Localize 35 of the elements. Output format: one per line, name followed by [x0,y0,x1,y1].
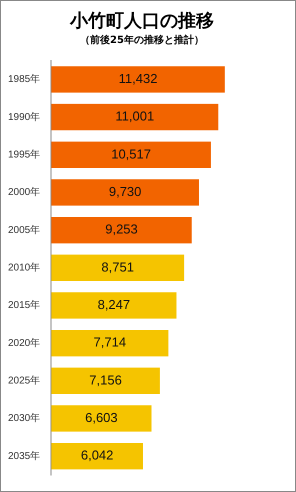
y-tick-label: 2020年 [8,336,40,349]
data-label: 11,432 [118,71,158,86]
chart-title: 小竹町人口の推移 [69,10,214,32]
chart-subtitle: （前後25年の推移と推計） [80,34,204,46]
y-tick-label: 2030年 [8,412,40,424]
y-tick-label: 2025年 [8,374,40,387]
y-tick-label: 2010年 [8,262,40,274]
y-tick-label: 1995年 [8,148,40,161]
bar [51,442,143,470]
data-label: 9,730 [108,184,142,200]
data-label: 6,042 [80,448,114,463]
data-label: 6,603 [85,410,118,426]
bar [51,179,199,206]
bar [51,104,218,130]
y-tick-label: 2035年 [8,450,40,462]
data-label: 9,253 [105,222,138,237]
bar [51,216,192,244]
data-label: 8,751 [101,259,134,274]
y-tick-label: 2005年 [8,224,40,236]
bar [51,292,176,319]
bar [51,66,225,93]
bar [51,142,211,168]
bar [51,330,168,356]
data-label: 8,247 [98,297,130,312]
data-label: 7,714 [94,334,126,350]
data-label: 11,001 [115,108,154,124]
data-label: 7,156 [89,372,122,388]
bar [51,368,160,394]
y-tick-label: 2000年 [8,186,40,198]
bar [51,254,184,281]
y-tick-label: 1985年 [8,73,40,86]
y-tick-label: 2015年 [8,299,40,312]
y-tick-label: 1990年 [8,110,40,123]
bar [51,405,152,432]
data-label: 10,517 [111,146,151,162]
